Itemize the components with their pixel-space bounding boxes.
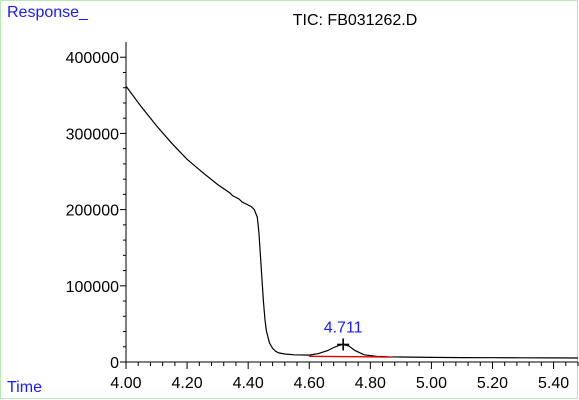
x-tick-label: 4.20 [172, 375, 203, 392]
tic-trace-line [125, 85, 579, 359]
x-axis-label: Time [7, 379, 42, 396]
peak-label: 4.711 [324, 319, 363, 336]
x-tick-label: 4.60 [294, 375, 325, 392]
x-tick-label: 4.80 [355, 375, 386, 392]
x-tick-label: 5.20 [477, 375, 508, 392]
x-axis-ticks: 4.00 4.20 4.40 4.60 4.80 5.00 5.20 5.40 [110, 362, 579, 392]
chart-title: TIC: FB031262.D [293, 12, 418, 29]
y-axis-ticks: 0 100000 200000 300000 400000 [66, 50, 126, 372]
y-axis-label: Response_ [7, 4, 89, 21]
y-tick-label: 0 [110, 355, 119, 372]
x-tick-label: 5.40 [538, 375, 569, 392]
x-tick-label: 4.40 [233, 375, 264, 392]
integration-baseline [309, 355, 392, 358]
y-tick-label: 400000 [66, 50, 119, 67]
axes [125, 42, 578, 363]
y-tick-label: 100000 [66, 279, 119, 296]
y-tick-label: 200000 [66, 203, 119, 220]
series-group [125, 85, 579, 359]
y-tick-label: 300000 [66, 126, 119, 143]
annotations: 4.711 [324, 319, 363, 351]
x-tick-label: 4.00 [110, 375, 141, 392]
x-tick-label: 5.00 [416, 375, 447, 392]
